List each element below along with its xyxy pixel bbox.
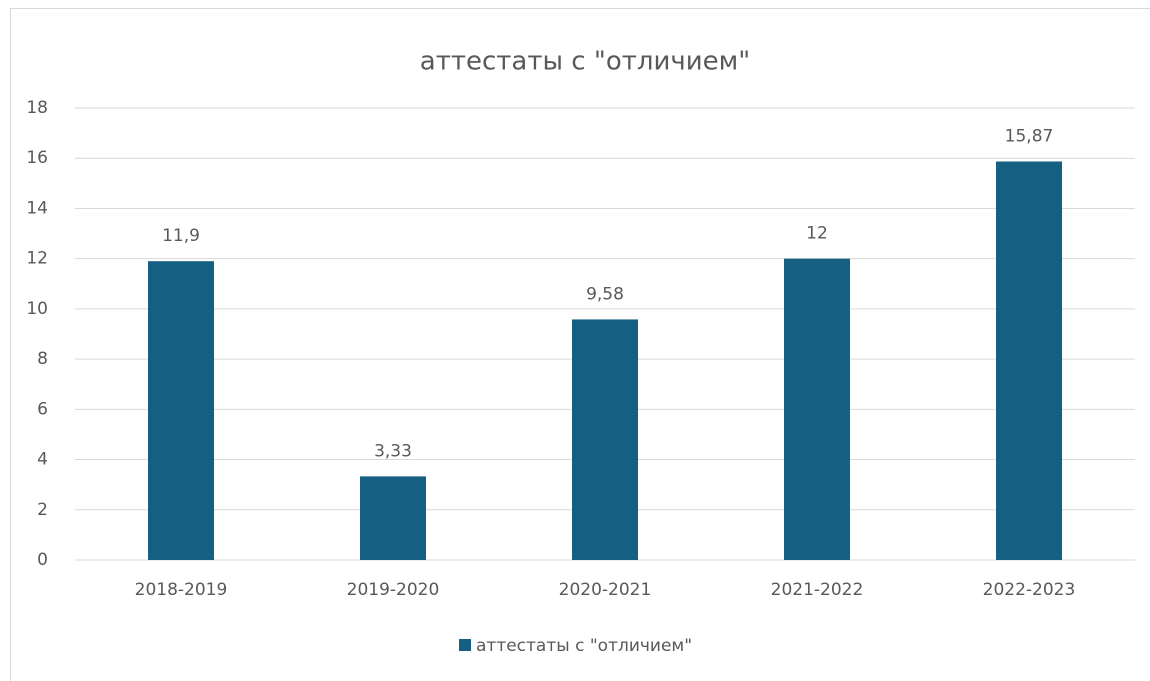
y-tick-label: 2	[37, 500, 48, 520]
x-tick-label: 2021-2022	[771, 580, 864, 600]
y-tick-label: 8	[37, 349, 48, 369]
x-tick-label: 2020-2021	[559, 580, 652, 600]
data-label: 11,9	[162, 226, 200, 246]
y-tick-label: 12	[26, 249, 48, 269]
bar	[996, 161, 1062, 560]
legend-swatch	[459, 639, 471, 651]
data-label: 15,87	[1005, 126, 1054, 146]
y-tick-label: 6	[37, 399, 48, 419]
y-tick-label: 16	[26, 148, 48, 168]
x-tick-label: 2022-2023	[983, 580, 1076, 600]
bar	[360, 476, 426, 560]
legend-label: аттестаты с "отличием"	[476, 636, 692, 656]
bar	[572, 319, 638, 560]
bar	[784, 258, 850, 560]
x-tick-label: 2019-2020	[347, 580, 440, 600]
data-label: 3,33	[374, 441, 412, 461]
y-tick-label: 18	[26, 98, 48, 118]
data-label: 12	[806, 224, 828, 244]
y-tick-label: 4	[37, 450, 48, 470]
y-tick-label: 10	[26, 299, 48, 319]
bar	[148, 261, 214, 560]
data-label: 9,58	[586, 284, 624, 304]
y-tick-label: 0	[37, 550, 48, 570]
y-tick-label: 14	[26, 198, 48, 218]
x-tick-label: 2018-2019	[135, 580, 228, 600]
chart-title: аттестаты с "отличием"	[420, 47, 750, 77]
